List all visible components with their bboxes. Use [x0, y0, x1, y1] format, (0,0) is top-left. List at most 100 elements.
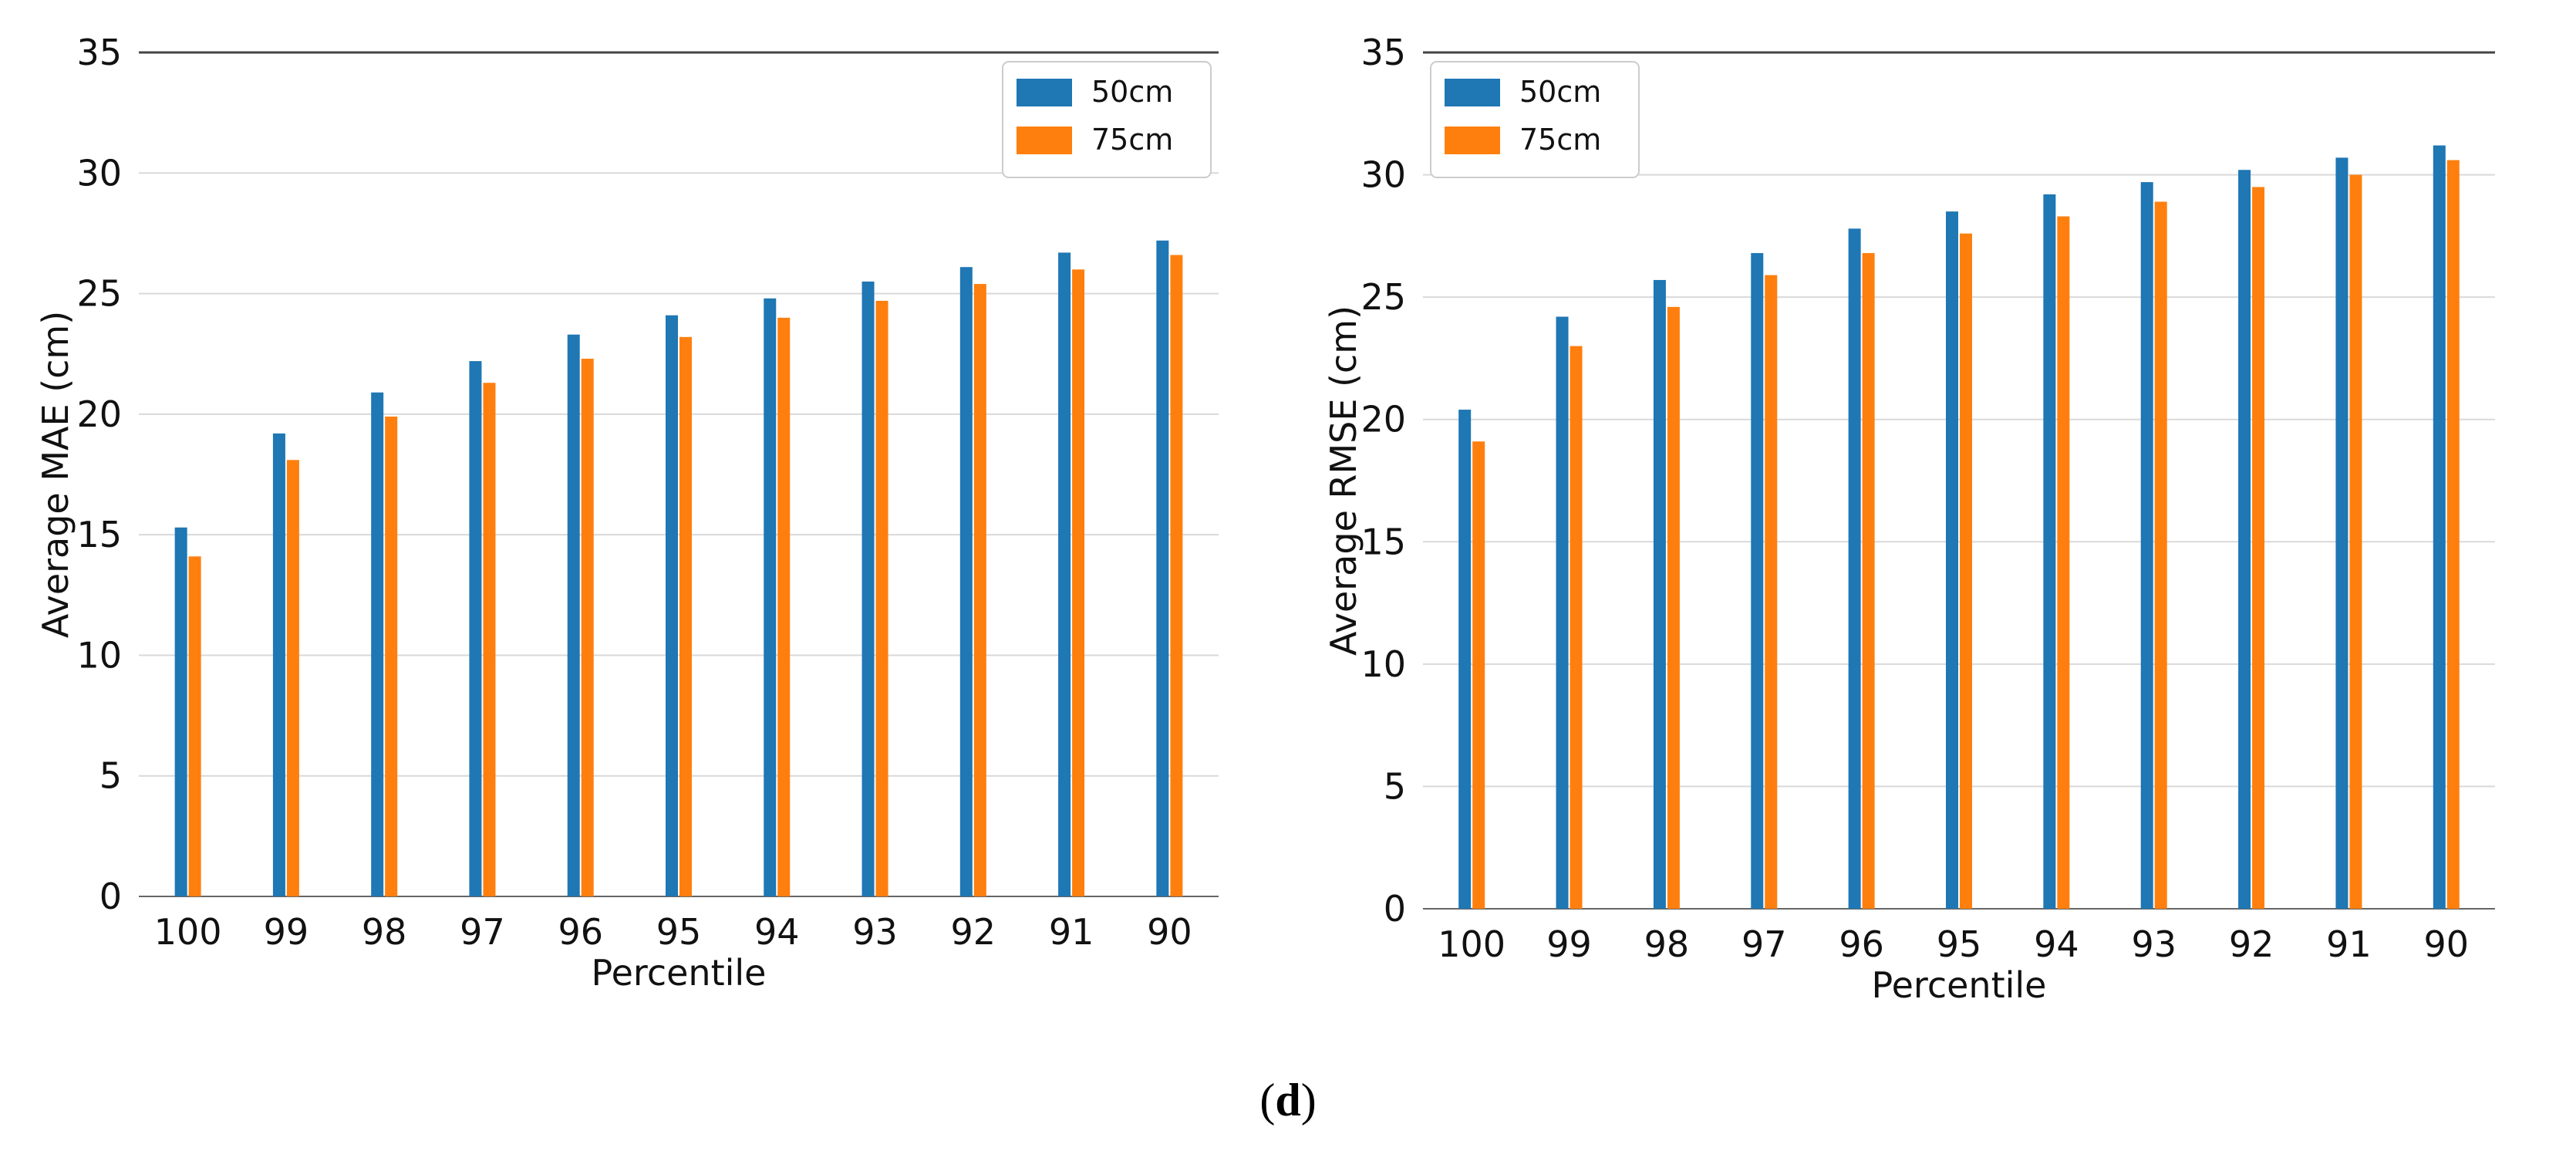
- figure-caption: (d): [0, 1074, 2576, 1127]
- x-tick-label: 97: [1741, 923, 1787, 965]
- x-tick-label: 98: [362, 911, 407, 953]
- y-axis-label: Average MAE (cm): [35, 311, 76, 638]
- bar-50cm: [764, 298, 777, 896]
- bar-50cm: [567, 334, 580, 896]
- x-tick-label: 99: [1546, 923, 1592, 965]
- caption-letter: d: [1275, 1075, 1301, 1126]
- legend: 50cm 75cm: [1002, 61, 1212, 178]
- bar-75cm: [1072, 269, 1085, 896]
- y-tick-label: 25: [1360, 276, 1406, 318]
- x-tick-label: 98: [1644, 923, 1690, 965]
- x-tick-label: 91: [2326, 923, 2372, 965]
- x-tick-label: 93: [2131, 923, 2176, 965]
- bar-50cm: [1751, 253, 1764, 909]
- bar-50cm: [1156, 240, 1169, 896]
- bar-50cm: [469, 361, 482, 896]
- bar-75cm: [777, 317, 791, 896]
- bar-75cm: [2252, 187, 2265, 909]
- y-tick-label: 20: [76, 393, 122, 435]
- x-tick-label: 91: [1049, 911, 1094, 953]
- mae-chart: 0 5 10 15 20 25 30 35 100 99 98 97 96 95 94 93 92 91 90 Per…: [35, 32, 1219, 994]
- x-tick-label: 92: [2229, 923, 2274, 965]
- bar-75cm: [1667, 306, 1680, 909]
- y-tick-label: 35: [76, 32, 122, 73]
- bar-50cm: [1058, 252, 1071, 896]
- bar-75cm: [188, 556, 201, 896]
- legend-label: 50cm: [1091, 75, 1173, 109]
- bar-75cm: [1960, 233, 1972, 910]
- bar-75cm: [1862, 253, 1875, 909]
- y-tick-label: 20: [1360, 399, 1406, 440]
- bar-50cm: [272, 433, 285, 896]
- bar-50cm: [1946, 211, 1958, 910]
- bar-75cm: [581, 358, 594, 897]
- bar-75cm: [679, 336, 692, 896]
- caption-open: (: [1259, 1075, 1276, 1126]
- bar-50cm: [371, 392, 384, 896]
- y-tick-label: 30: [76, 152, 122, 194]
- bar-75cm: [2154, 201, 2167, 909]
- bar-75cm: [385, 416, 398, 896]
- x-tick-label: 90: [1147, 911, 1192, 953]
- bar-75cm: [875, 300, 888, 896]
- bar-75cm: [2446, 160, 2460, 910]
- y-tick-label: 25: [76, 273, 122, 315]
- caption-close: ): [1300, 1075, 1317, 1126]
- bar-50cm: [2140, 182, 2153, 910]
- y-tick-label: 5: [1384, 765, 1406, 807]
- legend-swatch-50cm: [1445, 79, 1500, 106]
- bar-75cm: [973, 284, 986, 896]
- x-tick-label: 100: [1438, 923, 1505, 965]
- y-tick-label: 0: [99, 876, 122, 917]
- bar-75cm: [2057, 216, 2070, 909]
- bar-75cm: [2349, 174, 2362, 910]
- y-tick-label: 15: [1360, 521, 1406, 562]
- bar-50cm: [2238, 170, 2251, 909]
- bar-50cm: [1556, 316, 1569, 909]
- bar-50cm: [1458, 410, 1472, 909]
- legend-label: 75cm: [1519, 123, 1601, 157]
- legend-swatch-50cm: [1017, 79, 1072, 106]
- bar-50cm: [2433, 145, 2446, 909]
- bar-75cm: [1472, 441, 1485, 909]
- bar-50cm: [2335, 157, 2348, 909]
- bar-50cm: [174, 527, 187, 896]
- y-tick-label: 0: [1384, 888, 1406, 930]
- x-tick-label: 100: [154, 911, 222, 953]
- y-tick-label: 15: [76, 514, 122, 555]
- y-axis-label: Average RMSE (cm): [1323, 305, 1364, 656]
- bar-50cm: [861, 281, 875, 896]
- x-tick-label: 95: [1937, 923, 1982, 965]
- x-tick-label: 92: [951, 911, 996, 953]
- bar-50cm: [1653, 279, 1666, 909]
- bar-50cm: [2043, 194, 2056, 909]
- legend-swatch-75cm: [1017, 127, 1072, 154]
- rmse-chart: 0 5 10 15 20 25 30 35 100 99 98 97 96 95 94 93 92 91 90 Per…: [1323, 32, 2495, 1006]
- legend-label: 75cm: [1091, 123, 1173, 157]
- y-tick-label: 30: [1360, 154, 1406, 196]
- x-tick-label: 90: [2424, 923, 2470, 965]
- x-tick-label: 94: [2034, 923, 2079, 965]
- x-tick-label: 97: [460, 911, 505, 953]
- y-tick-label: 10: [1360, 643, 1406, 685]
- legend-label: 50cm: [1519, 75, 1601, 109]
- legend: 50cm 75cm: [1430, 61, 1640, 178]
- y-tick-label: 5: [99, 755, 122, 797]
- bar-75cm: [286, 460, 299, 896]
- x-axis-label: Percentile: [592, 952, 767, 994]
- bar-50cm: [666, 315, 678, 896]
- bar-75cm: [1570, 346, 1583, 910]
- x-tick-label: 96: [558, 911, 603, 953]
- x-axis-label: Percentile: [1872, 964, 2047, 1006]
- x-tick-label: 96: [1839, 923, 1884, 965]
- x-tick-label: 94: [754, 911, 800, 953]
- bar-50cm: [1848, 228, 1861, 909]
- x-tick-label: 99: [264, 911, 309, 953]
- bar-75cm: [1170, 255, 1183, 896]
- bar-75cm: [1765, 275, 1778, 910]
- bar-50cm: [959, 267, 973, 896]
- y-tick-label: 35: [1360, 32, 1406, 73]
- x-tick-label: 93: [852, 911, 898, 953]
- x-tick-label: 95: [656, 911, 702, 953]
- y-tick-label: 10: [76, 634, 122, 676]
